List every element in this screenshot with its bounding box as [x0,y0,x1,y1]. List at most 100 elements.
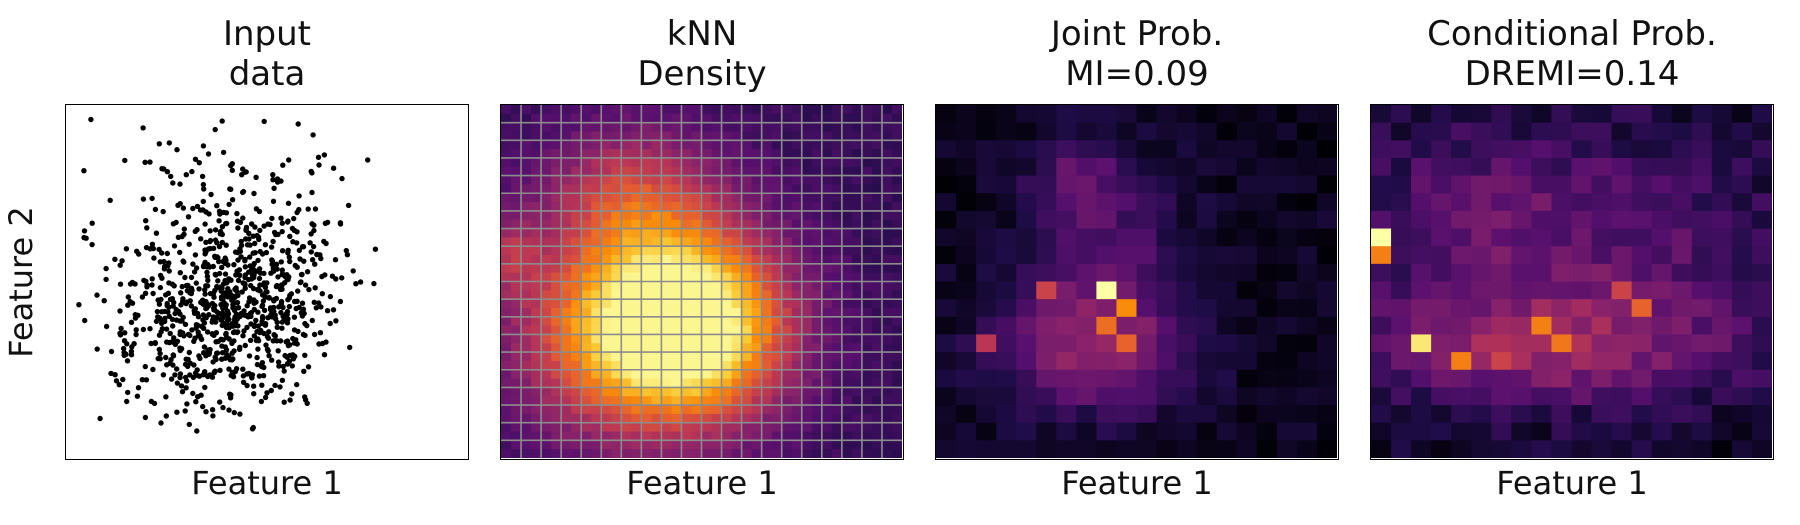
joint-cell [1016,369,1037,388]
scatter-point [206,351,212,357]
knn-cell [881,396,893,406]
knn-cell [501,202,512,212]
scatter-point [142,159,148,165]
scatter-point [323,240,329,247]
knn-cell [591,413,602,424]
conditional-cell [1431,175,1452,194]
knn-cell [881,131,893,141]
joint-cell [1316,316,1337,336]
knn-cell [691,378,703,388]
scatter-point [250,285,257,292]
scatter-point [147,159,153,165]
conditional-cell [1471,263,1492,283]
knn-cell [851,166,863,177]
knn-cell [841,325,853,336]
knn-cell [851,193,863,203]
joint-cell [1256,281,1278,300]
conditional-cell [1571,422,1593,441]
joint-cell [936,440,957,458]
conditional-cell [1371,281,1392,300]
knn-cell [541,175,552,186]
knn-cell [581,449,592,458]
knn-cell [791,131,803,141]
joint-cell [1196,352,1218,371]
knn-cell [791,219,803,230]
knn-cell [811,413,823,424]
knn-cell [881,140,893,150]
knn-cell [571,299,582,309]
knn-cell [891,193,902,203]
conditional-cell [1531,157,1553,177]
knn-cell [621,157,632,168]
scatter-point [239,172,245,178]
knn-cell [571,449,582,458]
scatter-point [151,255,157,261]
conditional-cell [1531,263,1553,283]
joint-cell [1036,387,1057,406]
knn-cell [501,299,512,309]
knn-cell [671,299,683,309]
knn-cell [861,281,873,291]
scatter-point [169,316,176,323]
knn-cell [681,149,693,159]
conditional-cell [1411,210,1432,230]
knn-cell [551,299,562,309]
knn-cell [581,396,592,406]
scatter-point [202,291,208,297]
scatter-point [319,291,325,297]
scatter-point [213,339,219,345]
scatter-point [219,239,225,246]
joint-cell [1036,105,1057,124]
knn-cell [531,396,542,406]
knn-cell [831,299,843,309]
knn-cell [551,131,562,141]
knn-cell [501,405,512,415]
knn-cell [521,440,532,450]
joint-cell [1316,334,1337,353]
knn-cell [601,149,612,159]
knn-cell [591,299,602,309]
knn-cell [861,237,873,247]
knn-cell [781,352,793,362]
joint-cell [976,175,997,194]
knn-cell [571,413,582,424]
knn-cell [741,431,753,441]
joint-cell [1056,405,1077,424]
scatter-point [202,221,208,227]
scatter-point [246,370,252,377]
joint-cell [1196,299,1218,318]
knn-cell [541,140,552,150]
knn-cell [791,352,803,362]
knn-cell [881,193,893,203]
knn-cell [801,316,813,327]
knn-cell [551,219,562,230]
knn-cell [641,184,652,194]
joint-cell [1276,210,1298,230]
knn-cell [771,378,783,388]
scatter-point [211,369,218,375]
joint-cell [1216,210,1238,230]
knn-cell [581,175,592,186]
conditional-cell [1571,334,1593,353]
knn-cell [591,113,602,124]
knn-cell [551,449,562,458]
knn-cell [841,131,853,141]
joint-cell [996,352,1017,371]
knn-plot-area [500,104,904,460]
knn-cell [691,157,703,168]
joint-cell [1276,122,1298,141]
conditional-cell [1751,263,1772,283]
knn-cell [731,325,743,336]
knn-cell [711,228,723,238]
knn-cell [591,210,602,221]
knn-cell [891,307,902,318]
joint-cell [1096,246,1118,265]
conditional-cell [1531,122,1553,141]
knn-cell [591,272,602,283]
conditional-cell [1371,263,1392,283]
scatter-point [266,294,272,301]
joint-cell [1176,281,1198,300]
knn-density-panel: kNN Density Feature 1 [480,0,904,525]
knn-cell [791,149,803,159]
knn-cell [561,157,572,168]
